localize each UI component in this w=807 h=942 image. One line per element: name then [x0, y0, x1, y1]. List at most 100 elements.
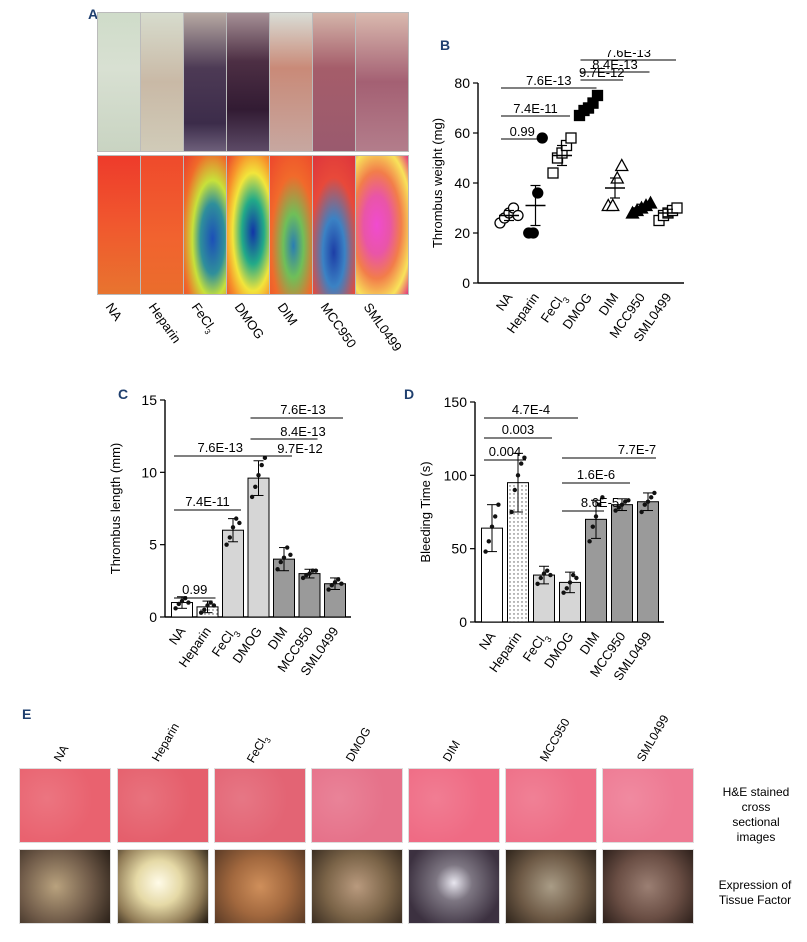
- data-point: [339, 581, 344, 586]
- he-row-label-line: images: [736, 830, 776, 844]
- he-stained-image: [214, 768, 306, 843]
- he-stained-image: [602, 768, 694, 843]
- data-point: [278, 559, 283, 565]
- panel-e-group-label: NA: [50, 742, 72, 764]
- data-point: [329, 582, 334, 588]
- tissue-factor-image: [408, 849, 500, 924]
- y-tick-label: 0: [462, 275, 470, 291]
- panel-a-group-label: SML0499: [360, 300, 405, 355]
- data-point: [205, 603, 210, 608]
- tf-row-label-line: Tissue Factor: [718, 893, 792, 907]
- bar: [637, 501, 659, 623]
- data-point: [310, 568, 315, 573]
- bar: [298, 573, 321, 618]
- comparison-p-value: 7.4E-11: [185, 494, 230, 509]
- he-row-label-line: cross: [741, 800, 771, 814]
- y-axis-label: Bleeding Time (s): [418, 461, 433, 562]
- comparison-p-value: 8.4E-13: [592, 57, 638, 72]
- y-tick-label: 20: [454, 225, 470, 241]
- data-point: [639, 509, 644, 515]
- data-point: [535, 581, 540, 587]
- comparison-p-value: 0.003: [502, 422, 535, 437]
- panel-d-letter: D: [404, 386, 415, 402]
- y-axis-label: Thrombus length (mm): [108, 443, 123, 574]
- data-point: [336, 577, 341, 582]
- x-tick-label: DIM: [595, 290, 621, 318]
- data-point: [227, 535, 232, 540]
- data-point: [326, 587, 331, 592]
- panel-a-group-label: MCC950: [317, 300, 360, 351]
- data-point: [590, 524, 595, 529]
- he-row-label-line: sectional: [732, 815, 780, 829]
- he-row-label: H&E stained cross sectional images: [706, 785, 806, 845]
- data-point: [234, 516, 239, 521]
- data-point: [313, 568, 319, 573]
- data-point: [591, 89, 604, 102]
- data-point: [642, 502, 647, 507]
- comparison-p-value: 7.6E-13: [197, 440, 243, 455]
- y-tick-label: 50: [451, 541, 467, 557]
- data-point: [259, 462, 264, 468]
- comparison-p-value: 7.7E-7: [618, 442, 656, 457]
- he-stained-image: [408, 768, 500, 843]
- y-tick-label: 40: [454, 175, 470, 191]
- tissue-factor-image: [505, 849, 597, 924]
- data-point: [512, 487, 517, 493]
- tissue-factor-image: [311, 849, 403, 924]
- data-point: [237, 520, 242, 526]
- y-axis-label: Thrombus weight (mg): [430, 118, 445, 248]
- data-point: [230, 525, 236, 530]
- comparison-p-value: 9.7E-12: [277, 441, 323, 456]
- data-point: [538, 575, 543, 581]
- data-point: [173, 606, 178, 611]
- data-point: [281, 555, 287, 560]
- data-point: [561, 590, 566, 595]
- data-point: [671, 202, 683, 214]
- y-tick-label: 0: [149, 609, 157, 625]
- bar: [247, 477, 270, 618]
- data-point: [224, 542, 229, 547]
- y-tick-label: 150: [444, 394, 468, 410]
- data-point: [496, 502, 501, 507]
- comparison-p-value: 7.6E-13: [526, 73, 572, 88]
- y-tick-label: 60: [454, 125, 470, 141]
- tf-row-label-line: Expression of: [718, 878, 792, 892]
- data-point: [176, 601, 181, 607]
- data-point: [541, 571, 547, 576]
- data-point: [275, 567, 280, 572]
- tf-row-label: Expression of Tissue Factor: [703, 878, 807, 908]
- y-tick-label: 100: [444, 467, 468, 483]
- data-point: [332, 580, 338, 585]
- data-point: [186, 600, 191, 605]
- data-point: [489, 524, 495, 529]
- data-point: [256, 473, 261, 478]
- data-point: [626, 498, 631, 503]
- comparison-p-value: 0.99: [182, 582, 207, 597]
- comparison-p-value: 8.4E-13: [280, 424, 326, 439]
- data-point: [548, 572, 553, 578]
- data-point: [564, 586, 569, 591]
- panel-a-group-label: DIM: [274, 300, 301, 329]
- x-tick-label: NA: [166, 624, 189, 648]
- data-point: [179, 598, 185, 604]
- comparison-p-value: 0.99: [510, 124, 535, 139]
- data-point: [285, 545, 290, 550]
- data-point: [619, 502, 625, 507]
- comparison-p-value: 1.6E-6: [577, 467, 615, 482]
- data-point: [253, 484, 258, 489]
- he-stained-image: [19, 768, 111, 843]
- data-point: [486, 539, 491, 544]
- comparison-p-value: 4.7E-4: [512, 402, 550, 417]
- data-point: [616, 505, 621, 510]
- panel-a-group-label: Heparin: [145, 300, 185, 346]
- data-point: [483, 549, 488, 554]
- panel-a-group-label: DMOG: [231, 300, 268, 342]
- data-point: [522, 455, 527, 460]
- bar: [611, 504, 633, 623]
- data-point: [571, 572, 576, 578]
- data-point: [527, 227, 539, 239]
- data-point: [567, 580, 573, 585]
- data-point: [493, 514, 498, 519]
